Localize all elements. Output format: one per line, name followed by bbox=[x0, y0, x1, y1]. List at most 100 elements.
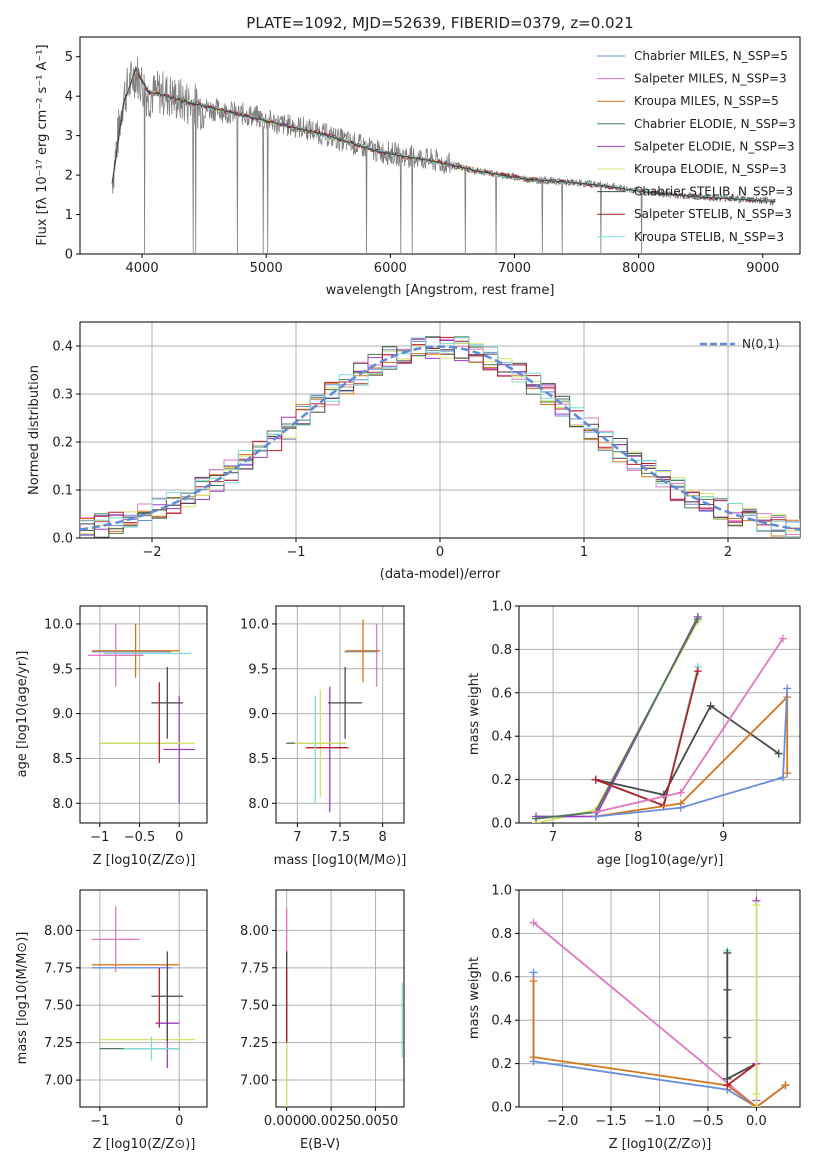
weightZ-ylabel: mass weight bbox=[467, 957, 482, 1039]
spectrum-model-line bbox=[111, 65, 776, 205]
weight-vs-Z-ytick-label: 0.4 bbox=[491, 1014, 512, 1029]
weight-point-marker bbox=[532, 814, 541, 823]
age-vs-Z-xtick-label: −1 bbox=[90, 830, 109, 845]
weight-series-line bbox=[595, 694, 789, 818]
legend-entry: Chabrier STELIB, N_SSP=3 bbox=[634, 185, 793, 199]
age-vs-Z-ytick-label: 8.5 bbox=[52, 752, 73, 767]
weight-series-line bbox=[595, 670, 699, 807]
spectrum-xtick-label: 5000 bbox=[250, 261, 283, 276]
spectrum-ytick-label: 1 bbox=[65, 208, 73, 223]
weight-vs-age-ytick-label: 0.4 bbox=[491, 730, 512, 745]
weight-vs-Z-ytick-label: 1.0 bbox=[491, 884, 512, 899]
weight-vs-age-frame bbox=[518, 605, 801, 824]
spectrum-xlabel: wavelength [Angstrom, rest frame] bbox=[326, 283, 555, 298]
legend-entry: Kroupa ELODIE, N_SSP=3 bbox=[634, 162, 787, 176]
mass-vs-Z-axes: −1 0 7.00 7.25 7.50 7.75 8.00 bbox=[44, 889, 208, 1129]
weight-vs-Z-axes: −2.0 −1.5 −1.0 −0.5 0.0 0.0 0.2 0.4 0.6 0.8 1.0 bbox=[491, 884, 801, 1129]
weight-point-marker bbox=[591, 812, 600, 821]
legend-entry: Chabrier MILES, N_SSP=5 bbox=[634, 49, 788, 63]
spectrum-xtick-label: 8000 bbox=[622, 261, 655, 276]
mass-vs-ebv-xtick-label: 0.0050 bbox=[353, 1114, 399, 1129]
age-vs-mass-xtick-label: 7.5 bbox=[330, 830, 351, 845]
weight-point-marker bbox=[706, 701, 715, 710]
legend-entry: Salpeter ELODIE, N_SSP=3 bbox=[634, 139, 795, 153]
weight-point-marker bbox=[529, 918, 538, 927]
weight-point-marker bbox=[529, 977, 538, 986]
weightAge-xlabel: age [log10(age/yr)] bbox=[597, 853, 724, 868]
weight-series-line bbox=[726, 952, 757, 1081]
age-vs-mass-ytick-label: 8.0 bbox=[248, 797, 269, 812]
legend-entry: N(0,1) bbox=[742, 337, 779, 351]
residuals-xtick-label: −2 bbox=[142, 545, 161, 560]
spectrum-ytick-label: 2 bbox=[65, 169, 73, 184]
weight-series-line bbox=[536, 616, 699, 818]
mass-vs-ebv-xtick-label: 0.0025 bbox=[308, 1114, 354, 1129]
residuals-xtick-label: 2 bbox=[724, 545, 732, 560]
residuals-ytick-label: 0.4 bbox=[52, 340, 73, 355]
age-vs-Z-xtick-label: −0.5 bbox=[124, 830, 156, 845]
weight-point-marker bbox=[752, 901, 761, 910]
legend-entry: Chabrier ELODIE, N_SSP=3 bbox=[634, 117, 796, 131]
ageZ-ylabel: age [log10(age/yr)] bbox=[15, 651, 30, 778]
age-vs-mass-frame bbox=[275, 605, 405, 824]
spectrum-lines bbox=[111, 57, 776, 254]
spectrum-title: PLATE=1092, MJD=52639, FIBERID=0379, z=0… bbox=[246, 14, 633, 32]
residuals-xlabel: (data-model)/error bbox=[380, 567, 501, 582]
legend-entry: Salpeter STELIB, N_SSP=3 bbox=[634, 207, 792, 221]
mass-vs-ebv-ytick-label: 7.00 bbox=[240, 1074, 269, 1089]
residuals-ytick-label: 0.0 bbox=[52, 532, 73, 547]
weight-series-line bbox=[726, 1062, 757, 1087]
age-vs-mass-xtick-label: 7 bbox=[293, 830, 301, 845]
residuals-ytick-label: 0.1 bbox=[52, 484, 73, 499]
weight-point-marker bbox=[591, 775, 600, 784]
weight-series-line bbox=[595, 688, 789, 818]
weight-vs-Z-xtick-label: 0.0 bbox=[746, 1114, 767, 1129]
age-vs-mass-ytick-label: 9.0 bbox=[248, 707, 269, 722]
weight-point-marker bbox=[778, 634, 787, 643]
weight-vs-age-ytick-label: 0.2 bbox=[491, 773, 512, 788]
mass-vs-Z-ytick-label: 7.00 bbox=[44, 1074, 73, 1089]
weightZ-xlabel: Z [log10(Z/Z⊙)] bbox=[609, 1137, 712, 1152]
ageZ-xlabel: Z [log10(Z/Z⊙)] bbox=[93, 853, 196, 868]
weight-vs-age-ytick-label: 0.6 bbox=[491, 686, 512, 701]
residuals-ylabel: Normed distribution bbox=[27, 365, 42, 495]
spectrum-xtick-label: 7000 bbox=[498, 261, 531, 276]
age-vs-Z-xtick-label: 0 bbox=[175, 830, 183, 845]
weight-vs-Z-frame bbox=[518, 889, 801, 1108]
mass-vs-Z-points bbox=[91, 906, 196, 1069]
age-vs-mass-ytick-label: 8.5 bbox=[248, 752, 269, 767]
mass-vs-ebv-frame bbox=[275, 889, 405, 1108]
mass-vs-ebv-ytick-label: 7.25 bbox=[240, 1036, 269, 1051]
mass-vs-Z-ytick-label: 7.25 bbox=[44, 1036, 73, 1051]
age-vs-mass-ytick-label: 10.0 bbox=[240, 617, 269, 632]
mass-vs-Z-ytick-label: 7.75 bbox=[44, 961, 73, 976]
residuals-frame bbox=[79, 321, 801, 539]
age-vs-Z-ytick-label: 9.5 bbox=[52, 662, 73, 677]
residuals-xtick-label: 1 bbox=[580, 545, 588, 560]
weight-point-marker bbox=[693, 615, 702, 624]
weight-vs-age-ytick-label: 1.0 bbox=[491, 600, 512, 615]
weight-point-marker bbox=[778, 773, 787, 782]
weight-point-marker bbox=[723, 1033, 732, 1042]
weight-vs-age-ytick-label: 0.0 bbox=[491, 817, 512, 832]
legend-entry: Kroupa MILES, N_SSP=5 bbox=[634, 94, 779, 108]
spectrum-ytick-label: 0 bbox=[65, 248, 73, 263]
weight-point-marker bbox=[783, 684, 792, 693]
residuals-lines bbox=[80, 336, 800, 538]
spectrum-ylabel: Flux [fλ 10⁻¹⁷ erg cm⁻² s⁻¹ A⁻¹] bbox=[35, 44, 50, 245]
ageMass-xlabel: mass [log10(M/M⊙)] bbox=[274, 853, 407, 868]
weight-vs-Z-xtick-label: −1.5 bbox=[595, 1114, 627, 1129]
mass-vs-Z-xtick-label: 0 bbox=[175, 1114, 183, 1129]
weight-series-line bbox=[726, 950, 757, 1081]
spectrum-model-line bbox=[111, 68, 776, 204]
legend-entry: Salpeter MILES, N_SSP=3 bbox=[634, 72, 787, 86]
spectrum-frame bbox=[79, 36, 801, 255]
weight-point-marker bbox=[723, 985, 732, 994]
weight-series-line bbox=[595, 704, 780, 796]
spectrum-axes: 4000 5000 6000 7000 8000 9000 0 1 2 3 4 5 bbox=[65, 36, 801, 276]
age-vs-Z-points bbox=[87, 623, 196, 804]
mass-vs-ebv-points bbox=[286, 907, 403, 1107]
